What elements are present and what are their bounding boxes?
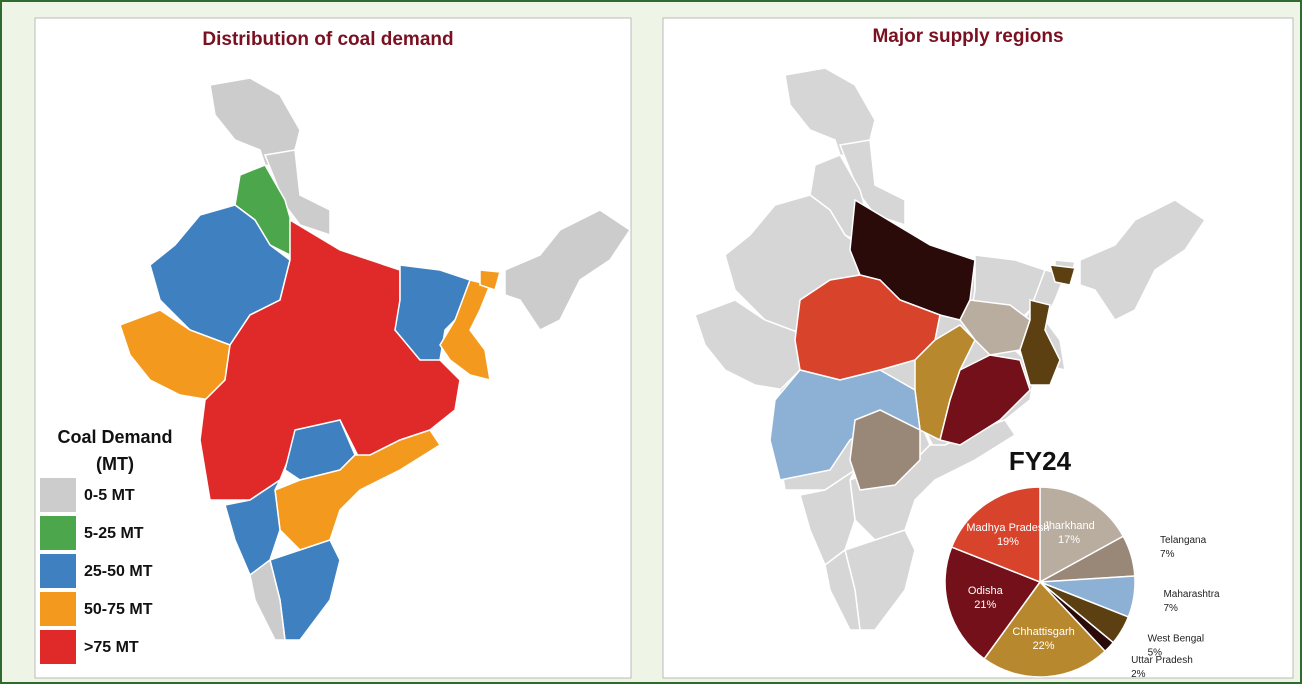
legend-label: 5-25 MT bbox=[84, 525, 144, 542]
region bbox=[504, 209, 632, 331]
slice-value: 22% bbox=[1033, 640, 1055, 652]
legend-swatch bbox=[40, 630, 76, 664]
region bbox=[939, 354, 1031, 446]
slice-label: Madhya Pradesh bbox=[966, 522, 1049, 534]
slice-value: 19% bbox=[997, 536, 1019, 548]
legend-label: 50-75 MT bbox=[84, 601, 153, 618]
region bbox=[849, 198, 976, 321]
region bbox=[249, 558, 286, 641]
pie-slice bbox=[983, 580, 1107, 678]
pie-slice bbox=[1039, 486, 1125, 584]
region bbox=[1019, 299, 1061, 386]
region bbox=[439, 279, 492, 382]
legend-label: 25-50 MT bbox=[84, 563, 153, 580]
slice-value: 2% bbox=[1131, 669, 1146, 680]
legend-label: 0-5 MT bbox=[84, 487, 135, 504]
region bbox=[1048, 264, 1076, 286]
slice-label: Odisha bbox=[968, 585, 1004, 597]
left-map bbox=[119, 77, 632, 641]
region bbox=[849, 409, 921, 491]
pie-slice bbox=[950, 486, 1041, 584]
slice-label: Chhattisgarh bbox=[1012, 626, 1074, 638]
slice-value: 7% bbox=[1163, 603, 1178, 614]
slice-label: Uttar Pradesh bbox=[1131, 655, 1193, 666]
right-map bbox=[694, 67, 1207, 631]
legend-swatch bbox=[40, 592, 76, 626]
slice-value: 21% bbox=[974, 599, 996, 611]
slice-label: West Bengal bbox=[1148, 633, 1205, 644]
region bbox=[479, 269, 501, 291]
pie: Jharkhand 17% Telangana 7% Maharashtra 7% West… bbox=[944, 486, 1220, 680]
slice-value: 17% bbox=[1058, 534, 1080, 546]
slice-label: Telangana bbox=[1160, 535, 1207, 546]
legend-swatch bbox=[40, 554, 76, 588]
legend-swatch bbox=[40, 478, 76, 512]
right-title: Major supply regions bbox=[872, 26, 1063, 47]
region bbox=[1079, 199, 1207, 321]
legend-label: >75 MT bbox=[84, 639, 139, 656]
pie-title: FY24 bbox=[1009, 446, 1072, 476]
legend-title: (MT) bbox=[96, 454, 134, 474]
legend: 0-5 MT 5-25 MT 25-50 MT 50-75 MT >75 MT bbox=[40, 478, 153, 664]
left-title: Distribution of coal demand bbox=[202, 29, 453, 50]
region bbox=[824, 548, 861, 631]
slice-value: 5% bbox=[1148, 647, 1163, 658]
pie-slice bbox=[944, 546, 1042, 660]
region bbox=[224, 469, 286, 577]
slice-label: Jharkhand bbox=[1043, 520, 1094, 532]
legend-title: Coal Demand bbox=[57, 427, 172, 447]
legend-swatch bbox=[40, 516, 76, 550]
slice-value: 7% bbox=[1160, 549, 1175, 560]
slice-label: Maharashtra bbox=[1163, 589, 1220, 600]
